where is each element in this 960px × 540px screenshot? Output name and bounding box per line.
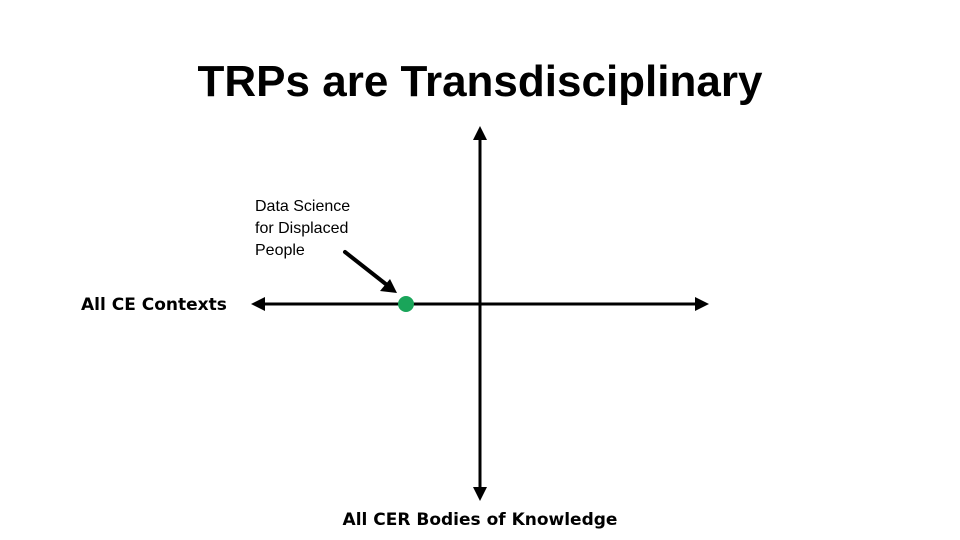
callout-arrow (343, 250, 397, 293)
down-arrowhead-icon (473, 487, 487, 501)
intersection-point (398, 296, 414, 312)
left-arrowhead-icon (251, 297, 265, 311)
slide-title: TRPs are Transdisciplinary (197, 57, 763, 106)
callout-line: for Displaced (255, 220, 349, 237)
callout-line: People (255, 242, 305, 259)
callout-line: Data Science (255, 198, 351, 215)
callout-arrowhead-icon (380, 279, 397, 293)
right-arrowhead-icon (695, 297, 709, 311)
up-arrowhead-icon (473, 126, 487, 140)
vertical-axis-label: All CER Bodies of Knowledge (342, 510, 618, 530)
vertical-axis (473, 126, 487, 501)
horizontal-axis-label: All CE Contexts (81, 295, 227, 315)
callout-label: Data Science for Displaced People (255, 196, 350, 262)
